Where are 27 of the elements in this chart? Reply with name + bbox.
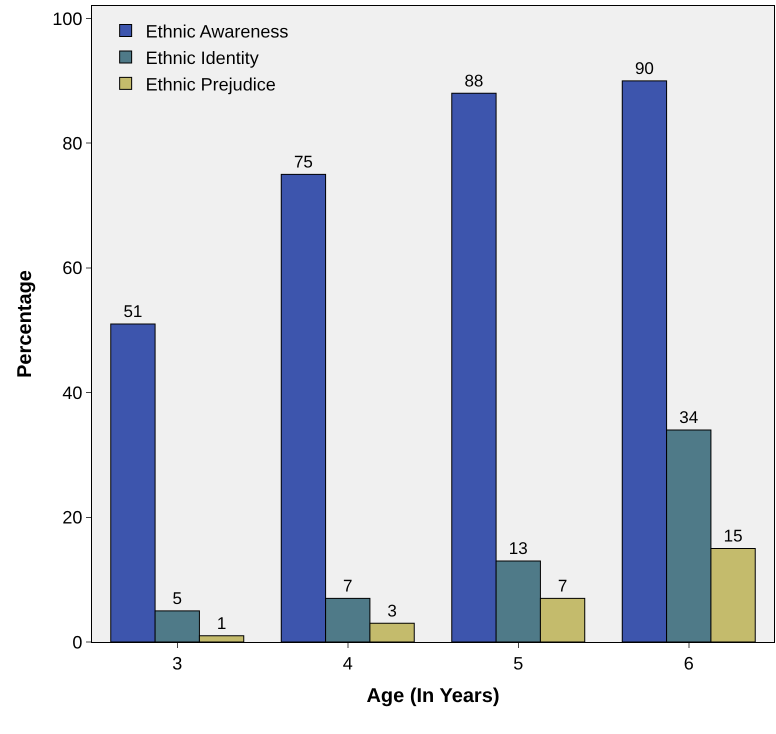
data-label: 15 (724, 526, 743, 546)
y-tick-label: 0 (72, 632, 82, 652)
x-tick-label: 6 (684, 654, 694, 674)
data-label: 88 (464, 71, 484, 90)
x-tick-label: 5 (513, 654, 524, 674)
y-tick-label: 80 (62, 133, 82, 154)
data-label: 3 (387, 601, 397, 620)
y-tick-label: 40 (62, 382, 82, 403)
data-label: 34 (679, 408, 698, 427)
legend-label: Ethnic Identity (146, 48, 259, 68)
x-tick-label: 4 (342, 654, 353, 674)
legend-label: Ethnic Prejudice (146, 74, 276, 94)
data-label: 5 (172, 588, 182, 608)
data-label: 13 (508, 538, 528, 558)
x-tick-label: 3 (172, 654, 182, 674)
y-tick-label: 20 (62, 508, 82, 528)
data-label: 51 (123, 302, 142, 321)
x-axis-title: Age (In Years) (366, 685, 500, 708)
y-axis-title: Percentage (14, 270, 36, 378)
data-label: 7 (343, 576, 352, 596)
data-label: 90 (634, 58, 654, 78)
data-label: 7 (558, 576, 568, 596)
y-tick-label: 60 (62, 258, 82, 278)
data-label: 1 (216, 614, 226, 633)
y-tick-label: 100 (52, 8, 82, 29)
data-label: 75 (294, 152, 313, 172)
legend-label: Ethnic Awareness (146, 22, 288, 42)
